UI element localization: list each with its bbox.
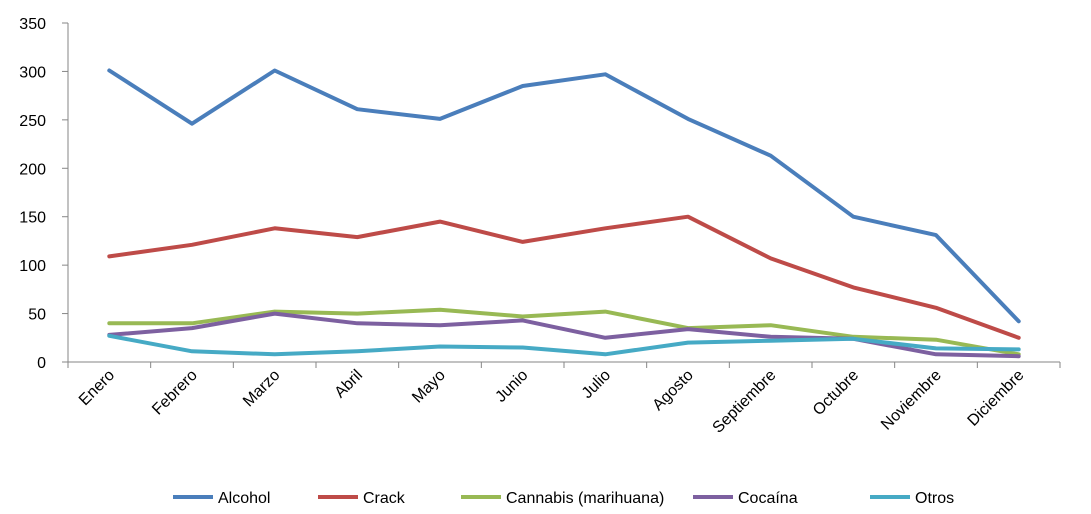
x-tick-label: Diciembre — [965, 367, 1028, 430]
x-tick-label: Abril — [332, 367, 367, 402]
x-tick-label: Mayo — [409, 367, 449, 407]
y-tick-label: 250 — [19, 113, 46, 130]
series-line-3 — [107, 307, 1021, 357]
x-tick-label: Agosto — [650, 367, 697, 414]
x-tick-label: Junio — [492, 367, 531, 406]
y-tick-label: 300 — [19, 64, 46, 81]
series-lines — [107, 68, 1021, 359]
legend-label: Cannabis (marihuana) — [506, 490, 664, 507]
x-tick-label: Julio — [579, 367, 614, 402]
x-tick-label: Marzo — [240, 367, 284, 411]
y-tick-label: 0 — [37, 355, 46, 372]
series-line-1 — [107, 68, 1021, 324]
x-tick-label: Enero — [76, 367, 118, 409]
x-tick-label: Octubre — [810, 367, 862, 419]
y-tick-label: 100 — [19, 258, 46, 275]
x-tick-label: Febrero — [149, 367, 201, 419]
x-axis: Enero Febrero Marzo Abril Mayo Junio Julio Agos… — [67, 361, 1061, 437]
series-line-5 — [107, 333, 1021, 357]
y-tick-label: 350 — [19, 16, 46, 33]
legend-label: Cocaína — [738, 490, 798, 507]
x-tick-label: Noviembre — [878, 367, 945, 434]
legend: Alcohol Crack Cannabis (marihuana) Cocaína O… — [173, 490, 954, 507]
legend-label: Crack — [363, 490, 406, 507]
y-tick-label: 150 — [19, 210, 46, 227]
legend-label: Alcohol — [218, 490, 270, 507]
x-tick-label: Septiembre — [710, 367, 780, 437]
series-line-2 — [107, 214, 1021, 340]
y-tick-label: 200 — [19, 161, 46, 178]
legend-label: Otros — [915, 490, 954, 507]
y-tick-label: 50 — [28, 307, 46, 324]
y-axis: 0 50 100 150 200 250 300 350 — [19, 16, 69, 372]
